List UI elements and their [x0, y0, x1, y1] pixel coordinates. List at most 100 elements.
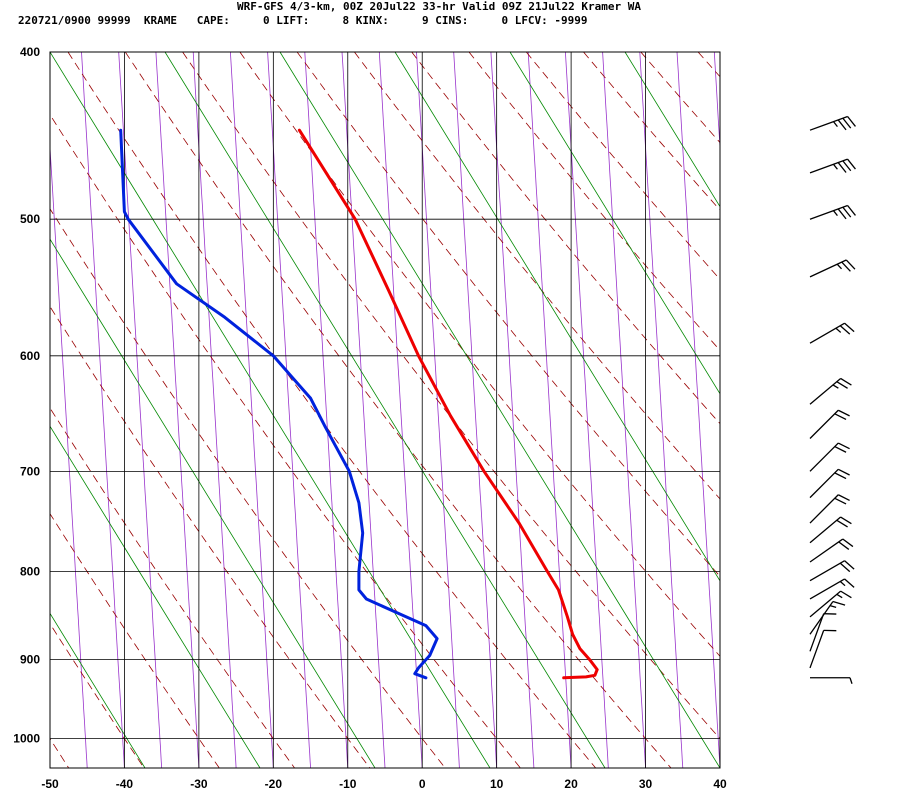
wind-barb	[809, 377, 852, 405]
wind-barb-flag	[847, 158, 856, 170]
wind-barb	[810, 677, 853, 684]
wind-barb-flag	[840, 377, 852, 386]
moist-adiabat-line	[50, 612, 146, 768]
wind-barb	[809, 259, 856, 278]
wind-barb	[809, 322, 855, 344]
dry-adiabat-line	[583, 52, 720, 211]
dry-adiabat-line	[354, 52, 720, 500]
y-tick-label: 700	[20, 464, 40, 478]
wind-barb-staff	[809, 516, 842, 544]
isotherm-line	[155, 52, 200, 768]
wind-barb-flag	[847, 205, 856, 216]
isotherm-line	[81, 52, 125, 768]
wind-barb-flag	[839, 562, 851, 573]
wind-barb-flag	[838, 541, 850, 550]
dry-adiabat-line	[411, 52, 720, 425]
x-tick-label: 30	[639, 777, 653, 791]
sounding-indices: 220721/0900 99999 KRAME CAPE: 0 LIFT: 8 …	[18, 14, 588, 27]
dry-adiabat-line	[525, 52, 720, 280]
isotherm-line	[453, 52, 498, 768]
wind-barb-staff	[809, 578, 845, 600]
isotherm-line	[0, 52, 13, 768]
x-tick-label: -20	[265, 777, 283, 791]
y-tick-label: 400	[20, 45, 40, 59]
wind-barb-staff	[809, 613, 825, 652]
wind-barb-flag	[837, 119, 847, 131]
wind-barb-flag	[834, 497, 847, 505]
wind-barb-flag	[837, 208, 847, 220]
wind-barb-flag	[839, 325, 851, 335]
wind-barb-staff	[809, 538, 844, 563]
isotherm-line	[416, 52, 460, 768]
moist-adiabat-line	[509, 52, 720, 395]
wind-barb	[809, 442, 850, 472]
wind-barb-flag	[837, 442, 850, 450]
dewpoint-line	[119, 128, 439, 680]
wind-barb-flag	[847, 116, 856, 127]
dry-adiabat-line	[67, 52, 597, 768]
wind-barb-staff	[809, 409, 839, 439]
wind-barb-staff	[809, 468, 839, 499]
isotherm-line	[527, 52, 572, 768]
y-tick-label: 900	[20, 653, 40, 667]
dry-adiabat-line	[296, 52, 720, 577]
x-tick-label: -30	[190, 777, 208, 791]
isotherm-line	[713, 52, 720, 155]
wind-barb-flag	[840, 590, 852, 599]
x-tick-label: -50	[41, 777, 59, 791]
wind-barb-staff	[809, 590, 842, 618]
wind-barb-half-flag	[836, 263, 843, 270]
wind-barb	[809, 204, 856, 220]
y-tick-label: 800	[20, 564, 40, 578]
wind-barb-half-flag	[832, 210, 838, 217]
wind-barb-flag	[844, 578, 855, 588]
x-tick-label: 40	[713, 777, 727, 791]
grid	[50, 51, 720, 768]
dry-adiabat-line	[50, 513, 220, 768]
moist-adiabat-line	[624, 52, 720, 208]
moist-adiabat-line	[394, 52, 720, 582]
wind-barb-flag	[834, 446, 847, 453]
moist-adiabat-line	[164, 52, 606, 768]
isotherm-line	[341, 52, 386, 768]
wind-barbs	[809, 115, 856, 684]
x-tick-label: -10	[339, 777, 357, 791]
x-tick-label: -40	[116, 777, 134, 791]
dry-adiabat-line	[124, 52, 672, 768]
wind-barb	[809, 468, 850, 499]
wind-barb-half-flag	[832, 121, 838, 128]
wind-barb-flag	[844, 560, 855, 570]
wind-barb	[809, 560, 855, 582]
isotherm-line	[304, 52, 349, 768]
x-tick-label: 10	[490, 777, 504, 791]
dry-adiabat-line	[239, 52, 720, 657]
wind-barb-staff	[809, 442, 839, 472]
wind-barb-staff	[809, 630, 825, 669]
dry-adiabat-line	[755, 52, 900, 768]
isotherm-line	[267, 52, 311, 768]
wind-barb-flag	[842, 538, 854, 548]
wind-barb	[809, 613, 837, 652]
wind-barb-flag	[842, 206, 852, 218]
x-tick-label: 20	[564, 777, 578, 791]
dry-adiabat-line	[50, 113, 521, 768]
moist-adiabat-line	[50, 238, 376, 768]
wind-barb-staff	[809, 377, 842, 405]
wind-barb-flag	[837, 494, 850, 501]
moist-adiabat-line	[50, 425, 261, 768]
dry-adiabat-line	[50, 208, 446, 768]
wind-barb-flag	[844, 322, 855, 333]
wind-barb-flag	[837, 162, 847, 173]
wind-barb-flag	[837, 468, 850, 476]
wind-barb-flag	[832, 600, 846, 606]
isotherm-line	[676, 52, 720, 768]
isotherm-line	[230, 52, 274, 768]
moist-adiabat-line	[740, 52, 900, 768]
moist-adiabat-line	[279, 52, 720, 768]
dry-adiabat-line	[640, 52, 720, 144]
wind-barb	[809, 516, 852, 544]
wind-barb-staff	[809, 259, 847, 278]
isotherm-line	[50, 140, 88, 768]
x-tick-label: 0	[419, 777, 426, 791]
x-tick-labels: -50 -40 -30 -20 -10 0 10 20 30 40	[41, 777, 727, 791]
